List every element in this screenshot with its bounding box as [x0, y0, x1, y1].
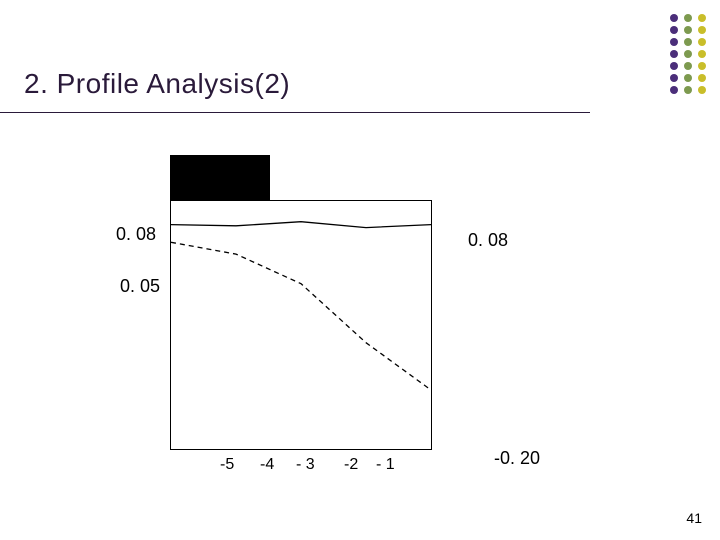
- dot: [698, 86, 706, 94]
- dot: [670, 86, 678, 94]
- label-left-008: 0. 08: [116, 224, 156, 245]
- title-underline: [0, 112, 590, 113]
- label-right-m020: -0. 20: [494, 448, 540, 469]
- dot: [684, 74, 692, 82]
- dot-col-1: [670, 14, 678, 94]
- dot: [670, 26, 678, 34]
- dot: [698, 26, 706, 34]
- corner-dots: [670, 14, 706, 94]
- chart-svg: [171, 201, 431, 449]
- dot: [684, 38, 692, 46]
- dot-col-3: [698, 14, 706, 94]
- solid-line: [171, 222, 431, 228]
- page-title: 2. Profile Analysis(2): [24, 68, 290, 100]
- dot-col-2: [684, 14, 692, 94]
- xtick-2: - 3: [296, 456, 315, 474]
- dashed-line: [171, 242, 431, 390]
- xtick-1: -4: [260, 456, 274, 474]
- dot: [670, 74, 678, 82]
- label-right-008: 0. 08: [468, 230, 508, 251]
- xtick-3: -2: [344, 456, 358, 474]
- profile-chart: [170, 200, 432, 450]
- dot: [698, 50, 706, 58]
- page-number: 41: [686, 510, 702, 526]
- dot: [684, 26, 692, 34]
- dot: [670, 14, 678, 22]
- dot: [670, 50, 678, 58]
- xtick-4: - 1: [376, 456, 395, 474]
- legend-blackbox: [170, 155, 270, 200]
- label-left-005: 0. 05: [120, 276, 160, 297]
- dot: [684, 62, 692, 70]
- dot: [684, 14, 692, 22]
- dot: [698, 74, 706, 82]
- dot: [684, 50, 692, 58]
- dot: [698, 14, 706, 22]
- xtick-0: -5: [220, 456, 234, 474]
- dot: [684, 86, 692, 94]
- dot: [698, 38, 706, 46]
- dot: [670, 62, 678, 70]
- dot: [670, 38, 678, 46]
- dot: [698, 62, 706, 70]
